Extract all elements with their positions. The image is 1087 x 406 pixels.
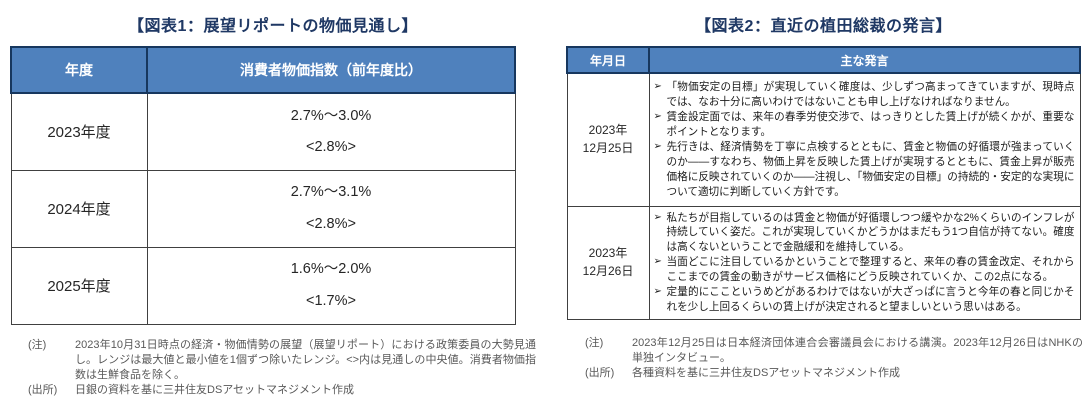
fy2025-label: 2025年度 (10, 246, 148, 325)
bullet-list: ➢ 私たちが目指しているのは賃金と物価が好循環しつつ緩やかな2%くらいのインフレ… (654, 211, 1075, 315)
arrow-bullet-icon: ➢ (653, 81, 662, 93)
figure2-header-row: 年月日 主な発言 (566, 46, 1081, 74)
fy2023-median: <2.8%> (306, 138, 356, 155)
note-text: 2023年10月31日時点の経済・物価情勢の展望（展望リポート）における政策委員… (75, 338, 536, 381)
table-row: 2023年 12月26日 ➢ 私たちが目指しているのは賃金と物価が好循環しつつ緩… (566, 205, 1081, 320)
statement-text: 賃金設定面では、来年の春季労使交渉で、はっきりとした賃上げが続くかが、重要なポイ… (666, 110, 1075, 138)
fy2023-cpi-value: 2.7%～3.0% <2.8%> (146, 92, 516, 171)
figure1-source: (出所) 日銀の資料を基に三井住友DSアセットマネジメント作成 (28, 383, 536, 398)
figure1-title: 【図表1：展望リポートの物価見通し】 (128, 18, 418, 35)
list-item: ➢ 私たちが目指しているのは賃金と物価が好循環しつつ緩やかな2%くらいのインフレ… (654, 211, 1075, 256)
list-item: ➢ 当面どこに注目しているかということで整理すると、来年の春の賃金改定、それから… (654, 255, 1075, 285)
statement-text: 「物価安定の目標」が実現していく確度は、少しずつ高まってきていますが、現時点では… (666, 81, 1075, 108)
statement-date-dec26: 2023年 12月26日 (566, 205, 650, 320)
date-year: 2023年 (588, 246, 628, 261)
figure2-header-speech: 主な発言 (648, 46, 1081, 74)
list-item: ➢ 先行きは、経済情勢を丁寧に点検するとともに、賃金と物価の好循環が強まっていく… (654, 140, 1075, 200)
table-row: 2025年度 1.6%～2.0% <1.7%> (10, 246, 516, 325)
statement-text: 私たちが目指しているのは賃金と物価が好循環しつつ緩やかな2%くらいのインフレが持… (666, 211, 1075, 254)
fy2023-label: 2023年度 (10, 92, 148, 171)
note-label: (注) (585, 336, 604, 349)
statement-text: 当面どこに注目しているかということで整理すると、来年の春の賃金改定、それからここ… (666, 256, 1075, 284)
fy2023-range: 2.7%～3.0% (290, 107, 372, 124)
statement-text: 先行きは、経済情勢を丁寧に点検するとともに、賃金と物価の好循環が強まっていくのか… (666, 140, 1075, 198)
figure1-notes: (注) 2023年10月31日時点の経済・物価情勢の展望（展望リポート）における… (8, 338, 538, 399)
fy2024-label: 2024年度 (10, 169, 148, 248)
bullet-list: ➢ 「物価安定の目標」が実現していく確度は、少しずつ高まってきていますが、現時点… (654, 80, 1075, 199)
arrow-bullet-icon: ➢ (653, 140, 662, 152)
arrow-bullet-icon: ➢ (653, 286, 662, 298)
arrow-bullet-icon: ➢ (653, 110, 662, 122)
table-row: 2023年度 2.7%～3.0% <2.8%> (10, 92, 516, 171)
figure2-note: (注) 2023年12月25日は日本経済団体連合会審議員会における講演。2023… (585, 336, 1083, 366)
date-year: 2023年 (588, 123, 628, 138)
source-text: 日銀の資料を基に三井住友DSアセットマネジメント作成 (75, 384, 355, 397)
figure1-header-row: 年度 消費者物価指数（前年度比） (10, 46, 516, 94)
figure2-title: 【図表2：直近の植田総裁の発言】 (695, 18, 952, 35)
statement-content-dec26: ➢ 私たちが目指しているのは賃金と物価が好循環しつつ緩やかな2%くらいのインフレ… (648, 205, 1081, 320)
figure2-notes: (注) 2023年12月25日は日本経済団体連合会審議員会における講演。2023… (560, 336, 1087, 382)
fy2024-range: 2.7%～3.1% (290, 184, 372, 201)
fy2024-median: <2.8%> (306, 215, 356, 232)
table-row: 2024年度 2.7%～3.1% <2.8%> (10, 169, 516, 248)
date-day: 12月25日 (582, 140, 634, 155)
arrow-bullet-icon: ➢ (653, 211, 662, 223)
statement-date-dec25: 2023年 12月25日 (566, 72, 650, 207)
figure2-header-date: 年月日 (566, 46, 650, 74)
source-label: (出所) (28, 384, 58, 397)
fy2025-range: 1.6%～2.0% (290, 261, 372, 278)
statement-text: 定量的にここというめどがあるわけではないが大ざっぱに言うと今年の春と同じかそれを… (666, 286, 1075, 314)
arrow-bullet-icon: ➢ (653, 256, 662, 268)
source-text: 各種資料を基に三井住友DSアセットマネジメント作成 (632, 367, 901, 380)
figure1-header-year: 年度 (10, 46, 148, 94)
source-label: (出所) (585, 367, 615, 380)
date-day: 12月26日 (582, 263, 634, 278)
table-row: 2023年 12月25日 ➢ 「物価安定の目標」が実現していく確度は、少しずつ高… (566, 72, 1081, 207)
fy2025-median: <1.7%> (306, 292, 356, 309)
note-text: 2023年12月25日は日本経済団体連合会審議員会における講演。2023年12月… (632, 336, 1083, 365)
fy2025-cpi-value: 1.6%～2.0% <1.7%> (146, 246, 516, 325)
statement-content-dec25: ➢ 「物価安定の目標」が実現していく確度は、少しずつ高まってきていますが、現時点… (648, 72, 1081, 207)
figure2-table: 年月日 主な発言 2023年 12月25日 ➢ 「物価安定の目標」が実現していく… (566, 46, 1081, 320)
figure2-source: (出所) 各種資料を基に三井住友DSアセットマネジメント作成 (585, 366, 1083, 381)
list-item: ➢ 賃金設定面では、来年の春季労使交渉で、はっきりとした賃上げが続くかが、重要な… (654, 110, 1075, 140)
fy2024-cpi-value: 2.7%～3.1% <2.8%> (146, 169, 516, 248)
figure1-table: 年度 消費者物価指数（前年度比） 2023年度 2.7%～3.0% <2.8%>… (10, 46, 516, 325)
figure1-price-outlook: 【図表1：展望リポートの物価見通し】 年度 消費者物価指数（前年度比） 2023… (8, 6, 538, 398)
list-item: ➢ 定量的にここというめどがあるわけではないが大ざっぱに言うと今年の春と同じかそ… (654, 285, 1075, 315)
list-item: ➢ 「物価安定の目標」が実現していく確度は、少しずつ高まってきていますが、現時点… (654, 80, 1075, 110)
figure1-header-cpi: 消費者物価指数（前年度比） (146, 46, 516, 94)
figure1-note: (注) 2023年10月31日時点の経済・物価情勢の展望（展望リポート）における… (28, 338, 536, 384)
figure2-ueda-statements: 【図表2：直近の植田総裁の発言】 年月日 主な発言 2023年 12月25日 ➢ (560, 6, 1087, 381)
note-label: (注) (28, 338, 47, 351)
